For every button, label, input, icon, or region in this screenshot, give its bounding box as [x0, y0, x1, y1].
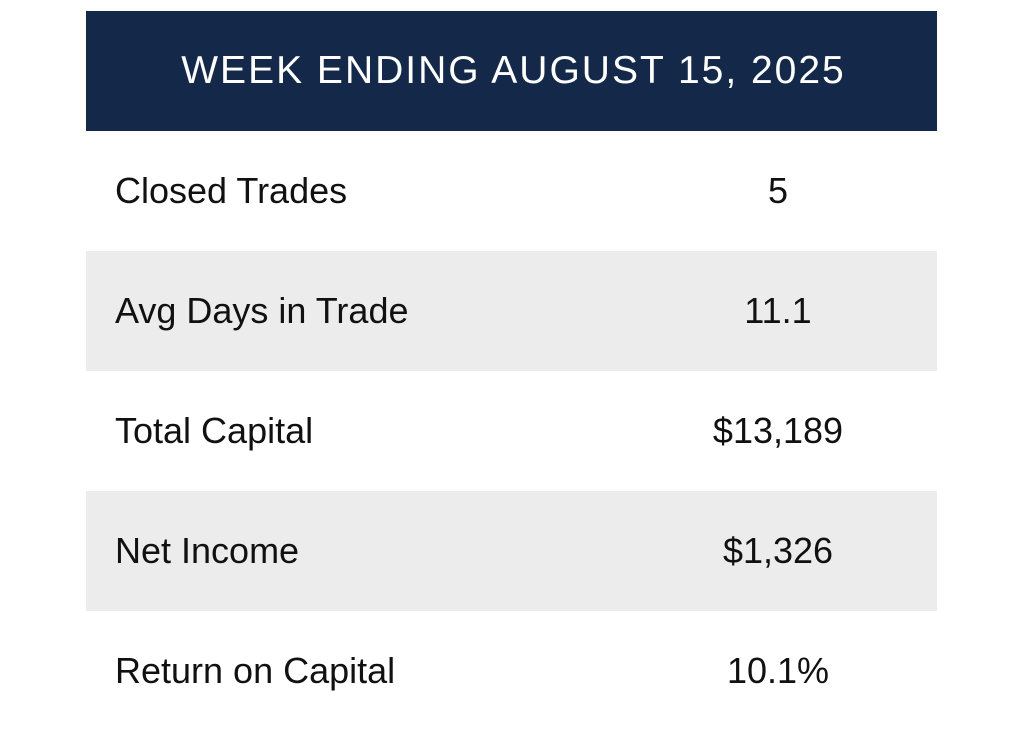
table-row-total-capital: Total Capital $13,189 — [86, 371, 937, 491]
row-value: 10.1% — [726, 650, 830, 691]
table-row-closed-trades: Closed Trades 5 — [86, 131, 937, 251]
row-label: Closed Trades — [115, 170, 348, 211]
row-label: Total Capital — [115, 410, 314, 451]
row-label: Return on Capital — [115, 650, 396, 691]
row-label: Net Income — [115, 530, 300, 571]
row-value: 5 — [767, 170, 789, 211]
table-title: WEEK ENDING AUGUST 15, 2025 — [181, 49, 846, 92]
row-label: Avg Days in Trade — [115, 290, 409, 331]
row-value: $1,326 — [722, 530, 834, 571]
weekly-summary-table: WEEK ENDING AUGUST 15, 2025 Closed Trade… — [86, 11, 937, 731]
row-value: $13,189 — [712, 410, 844, 451]
table-row-return-on-capital: Return on Capital 10.1% — [86, 611, 937, 731]
row-value: 11.1 — [744, 290, 812, 331]
table-row-net-income: Net Income $1,326 — [86, 491, 937, 611]
table-header: WEEK ENDING AUGUST 15, 2025 — [86, 11, 937, 131]
table-row-avg-days: Avg Days in Trade 11.1 — [86, 251, 937, 371]
